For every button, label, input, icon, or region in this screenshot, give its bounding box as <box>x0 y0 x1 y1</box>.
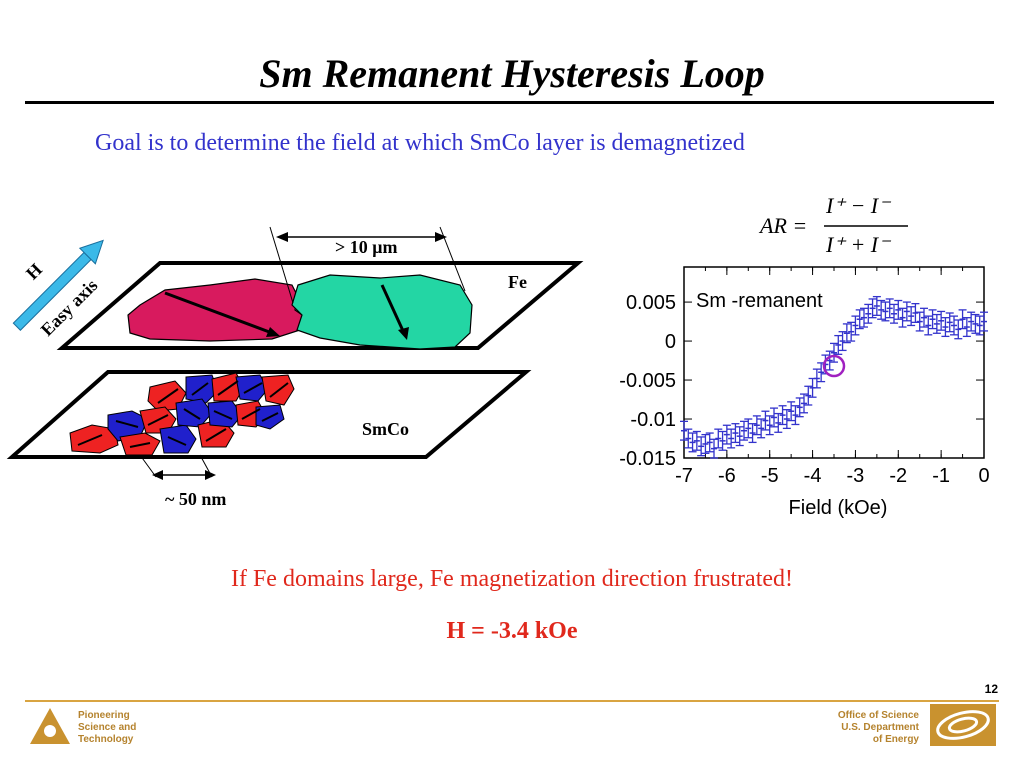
smco-moment-arrow <box>157 388 179 404</box>
right-logo-text: Office of Science U.S. Department of Ene… <box>838 710 919 746</box>
smco-moment-arrow <box>261 412 279 422</box>
x-tick-label: -1 <box>932 465 950 487</box>
smco-grain <box>175 398 213 428</box>
y-tick-label: 0 <box>665 331 676 353</box>
asymmetry-formula: AR = I⁺ − I⁻ I⁺ + I⁻ <box>758 193 908 257</box>
fe-magnetization-arrow-1 <box>164 291 273 335</box>
smco-moment-arrow <box>241 408 261 420</box>
x-tick-label: -3 <box>847 465 865 487</box>
doe-logo-icon <box>930 704 996 746</box>
smco-grain <box>185 374 219 404</box>
x-tick-label: -4 <box>804 465 822 487</box>
left-logo-line: Pioneering <box>78 710 130 721</box>
fe-magnetization-arrow-2 <box>380 284 406 334</box>
fe-size-leader-left <box>269 226 294 304</box>
smco-layer-label: SmCo <box>362 419 409 439</box>
smco-moment-arrow <box>183 408 201 420</box>
footer-divider <box>25 700 999 702</box>
title-divider <box>25 101 994 104</box>
smco-moment-arrow <box>129 442 151 448</box>
smco-grain-arrows <box>77 380 289 448</box>
formula-lhs: AR = <box>758 213 807 238</box>
easy-axis-arrow <box>12 239 104 331</box>
smco-grain <box>207 400 243 428</box>
smco-moment-arrow <box>269 382 289 398</box>
smco-domain-size-label: ~ 50 nm <box>165 489 226 509</box>
right-logo-line: Office of Science <box>837 710 919 721</box>
smco-moment-arrow <box>217 380 239 396</box>
x-tick-label: -7 <box>675 465 693 487</box>
fe-domain-teal <box>291 274 473 350</box>
right-logo-line: U.S. Department <box>841 722 919 733</box>
doe-logo-orbit-inner <box>947 716 979 734</box>
fe-arrowhead-1 <box>266 327 280 337</box>
x-tick-label: -6 <box>718 465 736 487</box>
fe-domain-size-label: > 10 μm <box>335 237 397 257</box>
fe-layer-label: Fe <box>508 272 527 292</box>
legend-text: Sm -remanent <box>696 290 823 312</box>
goal-text: Goal is to determine the field at which … <box>95 130 745 156</box>
highlight-circle <box>822 354 846 378</box>
easy-axis-arrow-head <box>78 239 104 265</box>
smco-moment-arrow <box>205 428 227 442</box>
argonne-logo-dot <box>44 725 56 737</box>
x-axis-label: Field (kOe) <box>789 497 888 519</box>
x-tick-label: -5 <box>761 465 779 487</box>
x-tick-label: 0 <box>978 465 989 487</box>
fe-size-arrow-left <box>276 232 288 242</box>
smco-size-arrow-left <box>152 470 163 480</box>
slide-title: Sm Remanent Hysteresis Loop <box>259 51 765 96</box>
left-logo-line: Technology <box>78 734 134 745</box>
fe-size-arrow-right <box>435 232 447 242</box>
smco-moment-arrow <box>147 414 169 426</box>
y-tick-label: 0.005 <box>626 292 676 314</box>
smco-moment-arrow <box>243 382 263 394</box>
smco-size-leader-left <box>139 454 157 478</box>
smco-moment-arrow <box>167 436 187 446</box>
smco-moment-arrow <box>77 434 103 446</box>
y-tick-label: -0.015 <box>619 448 676 470</box>
formula-denominator: I⁺ + I⁻ <box>825 232 892 257</box>
layer-diagram: > 10 μm Fe SmCo <box>6 226 584 509</box>
smco-moment-arrow <box>191 382 209 396</box>
doe-logo-orbit-outer <box>936 710 990 740</box>
smco-moment-arrow <box>213 410 233 420</box>
remanent-hysteresis-chart: -7 -6 -5 -4 -3 -2 -1 0 0.005 0 -0.005 -0.01 -0.015 Fi… <box>619 266 990 519</box>
x-tick-label: -2 <box>889 465 907 487</box>
h-label: H <box>22 259 46 283</box>
argonne-logo-icon <box>30 708 70 744</box>
formula-numerator: I⁺ − I⁻ <box>825 193 892 218</box>
conclusion-text: If Fe domains large, Fe magnetization di… <box>230 566 794 592</box>
result-value: H = -3.4 kOe <box>446 618 578 644</box>
y-tick-label: -0.01 <box>630 409 676 431</box>
left-logo-text: Pioneering Science and Technology <box>78 710 136 746</box>
left-logo-line: Science and <box>78 722 137 733</box>
fe-arrowhead-2 <box>398 327 409 340</box>
page-number: 12 <box>984 682 998 696</box>
right-logo-line: of Energy <box>872 734 919 745</box>
smco-size-arrow-right <box>205 470 216 480</box>
y-tick-label: -0.005 <box>619 370 676 392</box>
smco-moment-arrow <box>115 420 139 428</box>
